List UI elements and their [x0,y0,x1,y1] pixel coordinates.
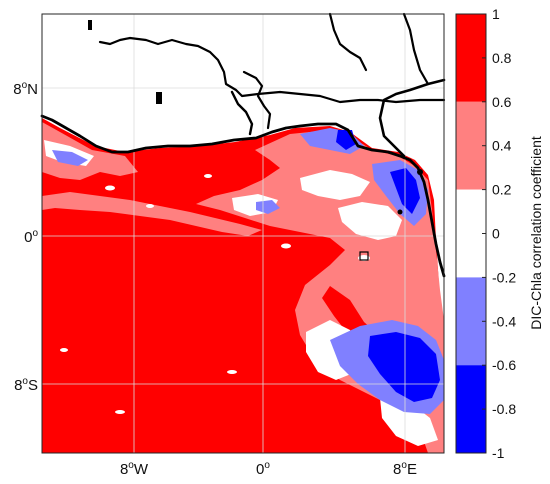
coastline-west-africa [40,114,446,278]
border-east [402,12,430,86]
latitude-tick-labels: 8oN 0o 8oS [13,80,38,394]
colorbar-tick-label-1: 0.8 [492,50,512,66]
island-5 [397,209,403,215]
river-volta [242,70,272,130]
colorbar-tick-label-2: 0.6 [492,94,512,110]
colorbar-tick-label-5: 0 [492,226,500,242]
colorbar-ticks: 1 0.8 0.6 0.4 0.2 0 -0.2 -0.4 -0.6 -0.8 -1 [482,6,516,461]
field-moderate-positive-band [42,192,262,236]
colorbar-tick-label-9: -0.8 [492,401,516,417]
island-4 [417,169,423,175]
field-moderate-positive-coast [42,122,138,180]
colorbar-block-2 [456,189,486,278]
field-near-zero-5 [380,398,438,446]
colorbar-tick-label-0: 1 [492,6,500,22]
island-2 [88,20,92,30]
colorbar-tick-label-8: -0.6 [492,357,516,373]
field-strong-positive-patch-1 [140,150,270,190]
field-near-zero-1 [300,170,370,200]
lon-tick-8w: 8oW [120,460,149,478]
longitude-tick-labels: 8oW 0o 8oE [120,460,417,478]
island-1 [156,92,162,104]
border-north-2 [328,12,368,72]
lat-tick-8s: 8oS [14,376,38,394]
correlation-field [42,118,444,453]
map-frame [41,13,445,454]
colorbar-tick-label-4: 0.2 [492,182,512,198]
colorbar-block-0 [456,14,486,102]
colorbar-block-3 [456,277,486,366]
coastline [40,12,446,278]
map-gridlines [42,14,444,453]
lat-tick-0: 0o [24,228,38,246]
colorbar-blocks [456,14,486,453]
field-strong-negative-1 [368,332,440,402]
river-niger [378,78,446,158]
colorbar-label: DIC-Chla correlation coefficient [528,136,544,330]
map-panel: 8oN 0o 8oS 8oW 0o 8oE [13,12,446,478]
colorbar-tick-label-10: -1 [492,445,505,461]
colorbar-block-1 [456,101,486,190]
lon-tick-8e: 8oE [393,460,417,478]
colorbar-tick-label-3: 0.4 [492,138,512,154]
colorbar-tick-label-6: -0.2 [492,269,516,285]
colorbar-block-4 [456,365,486,453]
colorbar: 1 0.8 0.6 0.4 0.2 0 -0.2 -0.4 -0.6 -0.8 -1 DIC-Chl… [455,6,544,461]
islands [88,20,423,261]
island-3 [359,251,369,261]
field-near-zero-2 [338,202,402,240]
border-lake [230,90,254,136]
border-north [98,36,446,104]
lon-tick-0: 0o [256,460,270,478]
colorbar-tick-label-7: -0.4 [492,313,516,329]
field-moderate-negative-3 [52,150,88,166]
lat-tick-8n: 8oN [13,80,38,98]
field-moderate-negative-4 [256,200,280,214]
